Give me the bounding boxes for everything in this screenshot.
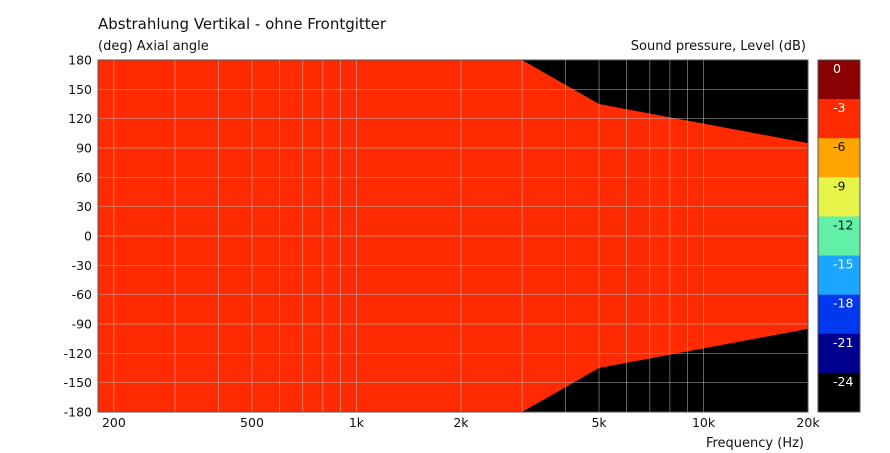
x-tick-label-5: 10k [692, 415, 716, 430]
y-tick-label-2: 120 [68, 111, 92, 126]
colorbar-label-2: -6 [833, 139, 846, 154]
y-tick-label-1: 150 [68, 82, 92, 97]
y-tick-label-9: -90 [72, 317, 92, 332]
colorbar-swatch-6 [818, 294, 860, 335]
colorbar-swatch-5 [818, 255, 860, 296]
x-tick-label-3: 2k [453, 415, 469, 430]
x-tick-labels: 200 500 1k 2k 5k 10k 20k [102, 415, 820, 430]
colorbar-swatch-0 [818, 60, 860, 100]
colorbar-swatch-8 [818, 372, 860, 413]
colorbar-label: Sound pressure, Level (dB) [631, 39, 806, 54]
colorbar-label-1: -3 [833, 100, 845, 115]
y-tick-label-7: -30 [72, 258, 92, 273]
x-tick-label-2: 1k [349, 415, 365, 430]
colorbar-swatch-4 [818, 216, 860, 257]
y-tick-label-10: -120 [64, 346, 92, 361]
x-tick-label-4: 5k [591, 415, 607, 430]
y-tick-label-3: 90 [76, 141, 92, 156]
colorbar-swatch-2 [818, 138, 860, 178]
x-tick-label-6: 20k [796, 415, 820, 430]
x-tick-label-1: 500 [240, 415, 264, 430]
y-tick-label-0: 180 [68, 53, 92, 68]
colorbar-swatch-1 [818, 99, 860, 139]
colorbar-label-3: -9 [833, 178, 846, 193]
colorbar: 0 -3 -6 -9 -12 -15 -18 -21 -24 [817, 59, 861, 413]
y-tick-label-11: -150 [64, 375, 92, 390]
x-tick-label-0: 200 [102, 415, 126, 430]
colorbar-label-4: -12 [833, 217, 853, 232]
y-tick-label-8: -60 [72, 287, 92, 302]
colorbar-label-8: -24 [833, 374, 853, 389]
colorbar-label-6: -18 [833, 296, 853, 311]
colorbar-label-7: -21 [833, 335, 853, 350]
colorbar-label-0: 0 [833, 61, 841, 76]
y-tick-labels: 180 150 120 90 60 30 0 -30 -60 -90 -120 -150 -180 [64, 53, 92, 420]
y-tick-label-6: 0 [84, 229, 92, 244]
colorbar-label-5: -15 [833, 257, 853, 272]
plot-frame [97, 59, 809, 413]
y-tick-label-12: -180 [64, 405, 92, 420]
x-axis-label: Frequency (Hz) [706, 436, 804, 451]
colorbar-swatch-7 [818, 333, 860, 374]
colorbar-frame [817, 59, 861, 413]
chart-title: Abstrahlung Vertikal - ohne Frontgitter [98, 15, 387, 33]
y-tick-label-5: 30 [76, 199, 92, 214]
y-axis-label: (deg) Axial angle [98, 39, 209, 54]
y-tick-label-4: 60 [76, 170, 92, 185]
colorbar-swatch-3 [818, 177, 860, 217]
